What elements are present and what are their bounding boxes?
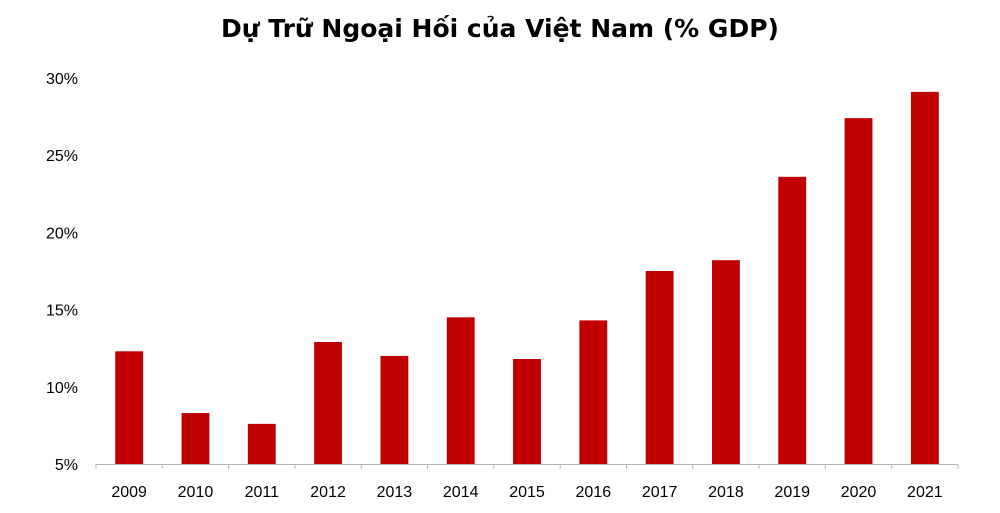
x-tick-label: 2017 bbox=[642, 484, 678, 501]
bar-2019 bbox=[778, 176, 807, 465]
y-tick-label: 5% bbox=[55, 457, 78, 474]
bar-2018 bbox=[711, 260, 740, 464]
x-tick-label: 2016 bbox=[576, 484, 612, 501]
bar-2010 bbox=[181, 413, 210, 464]
x-tick-label: 2009 bbox=[111, 484, 147, 501]
x-axis-ticks bbox=[95, 464, 959, 469]
y-tick-label: 20% bbox=[46, 225, 78, 242]
bar-2013 bbox=[380, 355, 409, 464]
x-tick-label: 2010 bbox=[178, 484, 214, 501]
chart-title: Dự Trữ Ngoại Hối của Việt Nam (% GDP) bbox=[221, 14, 779, 43]
x-tick-label: 2014 bbox=[443, 484, 479, 501]
bars bbox=[115, 91, 939, 465]
y-tick-label: 25% bbox=[46, 148, 78, 165]
x-tick-label: 2021 bbox=[907, 484, 943, 501]
bar-2012 bbox=[314, 342, 343, 464]
x-tick-label: 2019 bbox=[774, 484, 810, 501]
x-tick-label: 2012 bbox=[310, 484, 346, 501]
y-axis-labels: 5% 10% 15% 20% 25% 30% bbox=[46, 71, 78, 474]
y-tick-label: 30% bbox=[46, 71, 78, 88]
bar-2014 bbox=[446, 317, 475, 464]
bar-2016 bbox=[579, 320, 608, 464]
bar-2020 bbox=[844, 118, 873, 465]
bar-2015 bbox=[513, 359, 541, 464]
y-tick-label: 10% bbox=[46, 380, 78, 397]
x-axis-labels: 2009 2010 2011 2012 2013 2014 2015 2016 2017 2018… bbox=[111, 484, 942, 501]
bar-2021 bbox=[910, 91, 939, 464]
x-tick-label: 2013 bbox=[377, 484, 413, 501]
y-tick-label: 15% bbox=[46, 303, 78, 320]
bar-2011 bbox=[247, 423, 276, 464]
bar-2009 bbox=[115, 351, 144, 464]
x-tick-label: 2018 bbox=[708, 484, 744, 501]
bar-2017 bbox=[645, 271, 674, 464]
x-tick-label: 2015 bbox=[509, 484, 545, 501]
x-tick-label: 2011 bbox=[245, 484, 280, 501]
x-tick-label: 2020 bbox=[841, 484, 877, 501]
